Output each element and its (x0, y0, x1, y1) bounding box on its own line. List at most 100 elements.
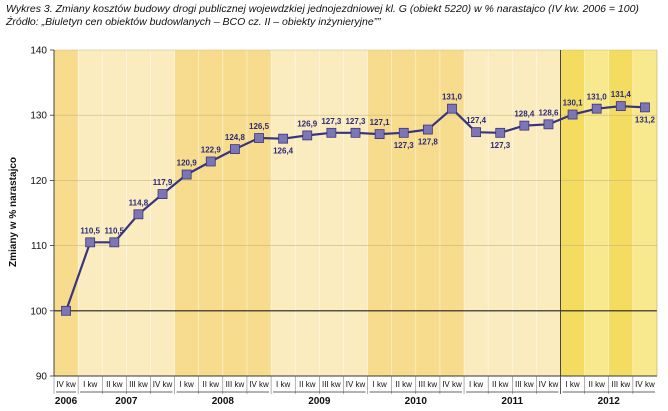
data-label-12: 127,3 (345, 117, 366, 126)
x-tick-label-14: II kw (396, 380, 413, 389)
data-label-2: 110,5 (105, 226, 125, 235)
x-tick-labels: IV kw I kw II kw III kw IV kw I kw II kw III kw… (53, 376, 655, 394)
data-label-11: 127,3 (321, 117, 342, 126)
y-tick-label-90: 90 (36, 372, 48, 383)
x-tick-label-15: III kw (419, 380, 438, 389)
data-label-5: 120,9 (177, 159, 198, 168)
data-label-24: 131,2 (635, 115, 656, 124)
x-tick-label-18: II kw (492, 380, 509, 389)
band-2007-1 (78, 50, 103, 376)
band-2011-19 (512, 50, 537, 376)
band-2009-9 (271, 50, 296, 376)
data-point-16 (447, 103, 457, 114)
data-label-15: 127,8 (418, 138, 439, 147)
data-point-19 (519, 120, 530, 131)
data-label-13: 127,1 (370, 118, 391, 127)
x-tick-label-8: IV kw (249, 380, 269, 389)
year-label-2012: 2012 (598, 396, 621, 407)
year-label-2008: 2008 (212, 396, 235, 407)
data-label-20: 128,6 (538, 108, 559, 117)
data-label-17: 127,4 (466, 116, 487, 125)
data-point-20 (543, 119, 554, 130)
data-label-14: 127,3 (394, 141, 415, 150)
band-2008-6 (198, 50, 223, 376)
band-2009-10 (295, 50, 320, 376)
data-point-0 (61, 305, 71, 316)
chart-source: Źródło: „Biuletyn cen obiektów budowlany… (6, 16, 381, 28)
x-tick-label-2: II kw (106, 380, 123, 389)
data-point-17 (471, 127, 482, 138)
data-labels: 110,5 110,5 114,8 117,9 120,9122,9124,8126,5… (80, 90, 655, 235)
y-tick-label-100: 100 (30, 306, 47, 317)
data-point-4 (157, 189, 168, 199)
data-point-14 (398, 127, 409, 138)
data-label-19: 128,4 (514, 110, 535, 119)
data-point-3 (133, 209, 144, 220)
data-label-21: 130,1 (563, 99, 584, 108)
band-2011-17 (464, 50, 489, 376)
x-tick-label-21: I kw (565, 380, 579, 389)
x-tick-label-24: IV kw (635, 380, 655, 389)
chart-title: Wykres 3. Zmiany kosztów budowy drogi pu… (6, 3, 639, 15)
x-tick-label-20: IV kw (539, 380, 559, 389)
data-point-6 (205, 156, 216, 167)
data-label-6: 122,9 (201, 145, 222, 154)
data-point-23 (615, 101, 626, 111)
y-tick-label-130: 130 (30, 111, 47, 122)
band-2008-7 (222, 50, 247, 376)
data-point-5 (181, 169, 192, 180)
data-label-1: 110,5 (80, 226, 100, 235)
y-tick-label-120: 120 (30, 176, 47, 187)
band-2006-0 (54, 50, 79, 376)
band-2010-15 (415, 50, 440, 376)
data-label-8: 126,5 (249, 122, 270, 131)
data-label-10: 126,9 (297, 119, 318, 128)
year-labels: 2006 2007 2008 2009 2010 2011 2012 (55, 391, 655, 407)
data-label-4: 117,9 (153, 178, 173, 187)
year-label-2010: 2010 (405, 396, 428, 407)
y-tick-label-140: 140 (30, 46, 47, 57)
band-2008-8 (246, 50, 272, 376)
x-tick-label-10: II kw (299, 380, 316, 389)
band-2012-24 (632, 50, 657, 376)
band-2012-21 (560, 50, 585, 376)
x-tick-label-1: I kw (83, 380, 97, 389)
x-tick-label-11: III kw (322, 380, 341, 389)
x-tick-label-23: III kw (611, 380, 630, 389)
x-tick-label-4: IV kw (153, 380, 173, 389)
data-point-7 (229, 144, 240, 155)
y-axis-label: Zmiany w % narastajco (8, 157, 19, 267)
band-2007-4 (150, 50, 175, 376)
x-tick-label-0: IV kw (56, 380, 76, 389)
data-point-18 (495, 127, 506, 138)
year-label-2009: 2009 (308, 396, 331, 407)
band-2011-20 (536, 50, 561, 376)
band-2008-5 (174, 50, 199, 376)
data-label-22: 131,0 (587, 93, 608, 102)
chart-caption: Wykres 3. Zmiany kosztów budowy drogi pu… (6, 3, 666, 29)
data-label-23: 131,4 (611, 90, 632, 99)
data-point-12 (350, 127, 361, 138)
data-point-13 (374, 129, 385, 140)
axes: 90 100 110 120 130 140 (30, 46, 658, 394)
data-point-8 (254, 133, 264, 143)
data-point-10 (302, 130, 313, 141)
x-tick-label-7: III kw (226, 380, 245, 389)
x-tick-label-17: I kw (469, 380, 483, 389)
year-label-2006: 2006 (55, 396, 78, 407)
x-tick-label-6: II kw (203, 380, 220, 389)
data-points (61, 101, 650, 316)
x-tick-label-22: II kw (588, 380, 605, 389)
x-tick-label-13: I kw (373, 380, 387, 389)
data-point-1 (85, 237, 96, 248)
band-2010-14 (391, 50, 416, 376)
year-label-2011: 2011 (501, 396, 523, 407)
data-point-15 (422, 124, 433, 135)
data-point-24 (640, 102, 650, 113)
x-tick-label-3: III kw (129, 380, 148, 389)
x-tick-label-16: IV kw (442, 380, 462, 389)
data-label-3: 114,8 (129, 198, 149, 207)
data-label-7: 124,8 (225, 133, 246, 142)
data-point-9 (278, 133, 289, 144)
